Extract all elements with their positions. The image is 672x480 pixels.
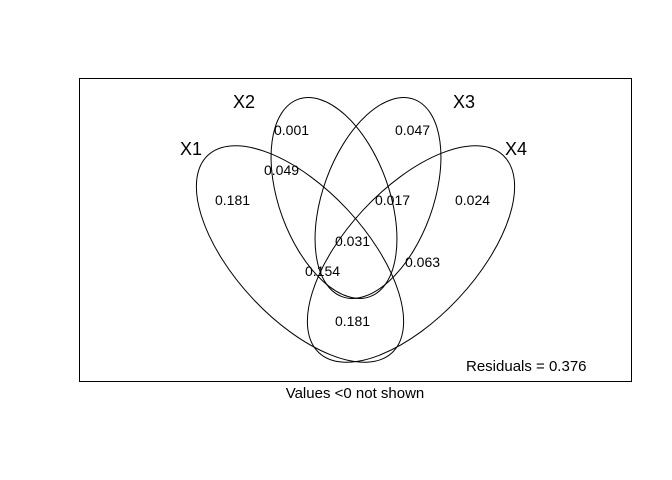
region-value-x3-x4: 0.017 <box>375 192 410 208</box>
ellipse-x4 <box>306 145 516 363</box>
region-value-x2-only: 0.001 <box>274 122 309 138</box>
set-label-x3: X3 <box>453 92 475 112</box>
region-value-lower-left: 0.154 <box>305 263 340 279</box>
ellipse-x3 <box>314 97 442 299</box>
ellipse-x1 <box>195 145 405 363</box>
footnote-label: Values <0 not shown <box>286 385 425 402</box>
region-value-x1-only: 0.181 <box>215 192 250 208</box>
plot-frame <box>79 78 632 382</box>
region-value-x4-only: 0.024 <box>455 192 490 208</box>
region-value-lower-right: 0.063 <box>405 254 440 270</box>
set-label-x1: X1 <box>180 139 202 159</box>
set-label-x4: X4 <box>505 139 527 159</box>
residuals-label: Residuals = 0.376 <box>466 358 587 375</box>
region-value-center: 0.031 <box>335 233 370 249</box>
region-value-bottom: 0.181 <box>335 313 370 329</box>
ellipse-x2 <box>270 97 398 299</box>
region-value-x3-only: 0.047 <box>395 122 430 138</box>
set-label-x2: X2 <box>233 92 255 112</box>
region-value-x1-x2: 0.049 <box>264 162 299 178</box>
